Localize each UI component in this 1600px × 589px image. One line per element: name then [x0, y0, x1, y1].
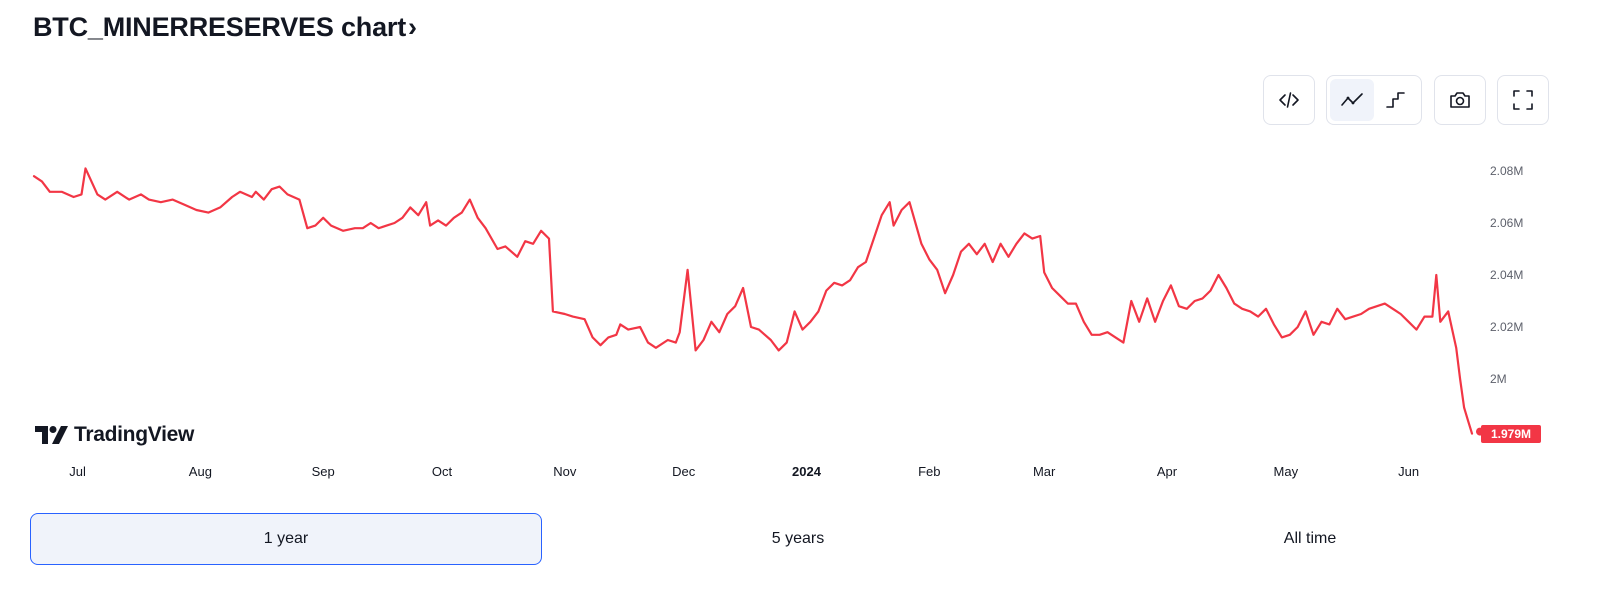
snapshot-toolbar-group — [1434, 75, 1486, 125]
chart-area[interactable]: 2M 2.02M 2.04M 2.06M 2.08M Jul Aug Sep Oct Nov De… — [0, 140, 1600, 490]
line-style-button[interactable] — [1330, 79, 1374, 121]
tradingview-logo-text: TradingView — [74, 423, 195, 446]
fullscreen-button[interactable] — [1501, 79, 1545, 121]
tradingview-logo[interactable]: TradingView — [35, 423, 194, 447]
fullscreen-toolbar-group — [1497, 75, 1549, 125]
x-axis: Jul Aug Sep Oct Nov Dec 2024 Feb Mar Apr May Jun — [69, 464, 1419, 479]
code-icon — [1279, 92, 1299, 108]
x-tick-label: Mar — [1033, 464, 1056, 479]
step-style-button[interactable] — [1374, 79, 1418, 121]
period-5-years[interactable]: 5 years — [771, 530, 825, 547]
tradingview-mark-icon — [35, 426, 68, 444]
step-line-icon — [1386, 92, 1405, 108]
y-tick-label: 2.02M — [1490, 320, 1523, 334]
x-tick-label: Sep — [312, 464, 335, 479]
series-line — [32, 167, 1474, 435]
period-selector: 1 year 5 years All time — [30, 513, 1566, 565]
camera-icon — [1450, 92, 1470, 108]
line-chart-icon — [1341, 93, 1363, 106]
x-tick-label: Oct — [432, 464, 453, 479]
x-tick-label: 2024 — [792, 464, 822, 479]
last-value-label-text: 1.979M — [1491, 427, 1531, 441]
period-1-year[interactable]: 1 year — [30, 513, 542, 565]
y-tick-label: 2.04M — [1490, 268, 1523, 282]
chart-title[interactable]: BTC_MINERRESERVES chart› — [33, 12, 417, 43]
period-all-time[interactable]: All time — [1283, 530, 1337, 547]
embed-toolbar-group — [1263, 75, 1315, 125]
x-tick-label: Apr — [1157, 464, 1178, 479]
chevron-right-icon: › — [408, 12, 417, 42]
embed-code-button[interactable] — [1267, 79, 1311, 121]
x-tick-label: Aug — [189, 464, 212, 479]
last-value-label-bg — [1481, 425, 1541, 443]
x-tick-label: Feb — [918, 464, 940, 479]
x-tick-label: Jun — [1398, 464, 1419, 479]
x-tick-label: May — [1274, 464, 1299, 479]
y-tick-label: 2M — [1490, 372, 1507, 386]
snapshot-button[interactable] — [1438, 79, 1482, 121]
y-axis: 2M 2.02M 2.04M 2.06M 2.08M — [1490, 164, 1523, 386]
x-tick-label: Dec — [672, 464, 696, 479]
last-value-label: 1.979M — [1481, 425, 1541, 443]
fullscreen-icon — [1513, 90, 1533, 110]
chart-title-text: BTC_MINERRESERVES chart — [33, 12, 406, 42]
y-tick-label: 2.06M — [1490, 216, 1523, 230]
y-tick-label: 2.08M — [1490, 164, 1523, 178]
chart-style-toolbar-group — [1326, 75, 1422, 125]
x-tick-label: Jul — [69, 464, 86, 479]
x-tick-label: Nov — [553, 464, 577, 479]
